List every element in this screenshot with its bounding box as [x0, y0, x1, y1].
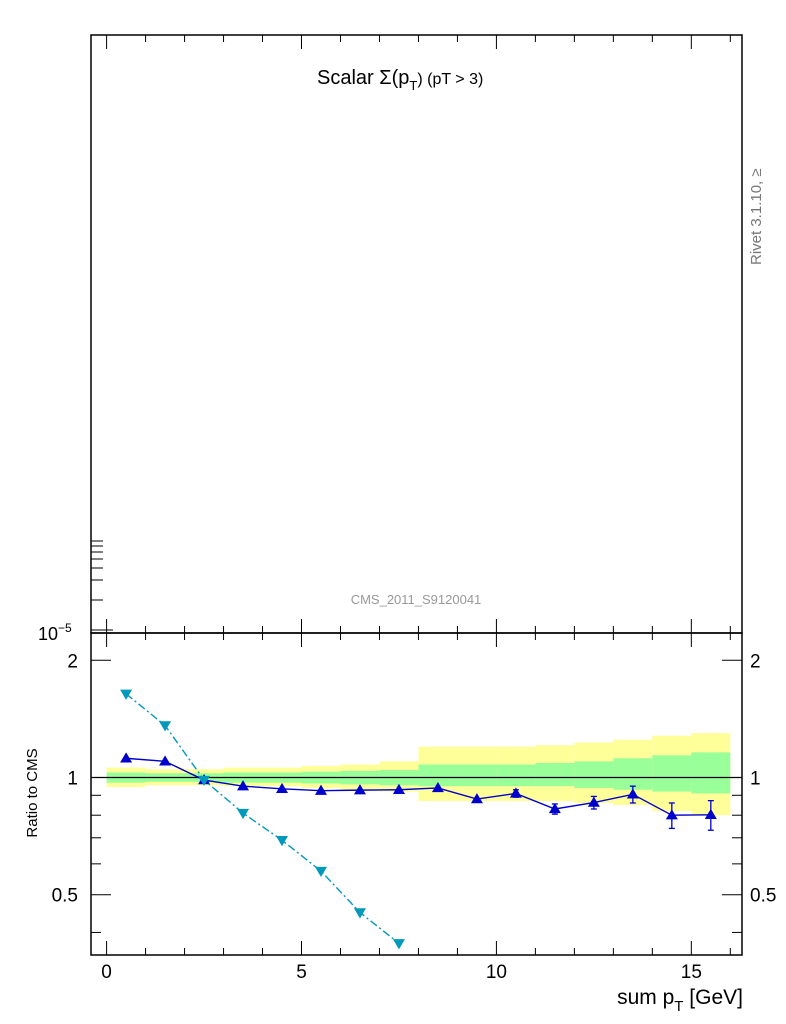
y-tick-label-left: 2 — [67, 651, 78, 672]
series-line — [125, 693, 400, 944]
band-inner-bin — [574, 761, 614, 788]
data-point-triangle-up — [276, 782, 289, 794]
data-point-triangle-down — [198, 775, 211, 787]
data-point-triangle-down — [353, 908, 366, 919]
y-tick-label-right: 2 — [750, 651, 761, 672]
x-tick-label: 15 — [681, 962, 702, 983]
analysis-label: CMS_2011_S9120041 — [351, 592, 482, 607]
y-tick-label-left: 0.5 — [52, 886, 78, 907]
series-triangle-down — [120, 689, 405, 950]
x-tick-label: 5 — [296, 962, 307, 983]
data-point-triangle-down — [120, 689, 133, 700]
data-point-triangle-down — [237, 808, 250, 820]
data-point-triangle-up — [159, 755, 172, 766]
y-tick-label-right: 1 — [750, 768, 761, 789]
data-point-triangle-up — [548, 802, 561, 814]
data-point-triangle-up — [704, 808, 717, 819]
x-tick-label: 0 — [101, 962, 112, 983]
data-point-triangle-up — [237, 780, 250, 791]
band-inner-bin — [691, 752, 731, 794]
data-point-triangle-down — [276, 836, 289, 847]
data-point-triangle-down — [392, 939, 405, 950]
data-point-triangle-up — [120, 752, 133, 763]
ratio-panel-x-ticks — [106, 633, 731, 955]
x-tick-label: 10 — [486, 962, 507, 983]
data-point-triangle-up — [587, 796, 600, 807]
data-point-triangle-up — [509, 787, 522, 798]
data-point-triangle-down — [159, 721, 172, 732]
band-inner-bin — [418, 764, 458, 787]
ratio-panel-frame — [90, 632, 743, 956]
series-triangle-up — [120, 752, 717, 831]
data-point-triangle-up — [353, 784, 366, 795]
x-axis-label: sum pT [GeV] — [617, 986, 743, 1015]
band-inner-bin — [457, 764, 497, 787]
data-point-triangle-up — [626, 788, 639, 799]
data-point-triangle-up — [392, 783, 405, 794]
data-point-triangle-up — [431, 781, 444, 793]
data-point-triangle-down — [314, 866, 327, 878]
series-line — [126, 757, 711, 816]
ratio-panel-x-tick-labels: 0 5 10 15 — [101, 962, 702, 983]
band-inner-bin — [652, 755, 692, 792]
rivet-version-label: Rivet 3.1.10, ≥ — [748, 168, 765, 265]
band-inner-bin — [496, 764, 536, 787]
ratio-panel-y-tick-labels: 0.5 0.5 1 1 2 2 — [52, 651, 777, 906]
top-panel-x-ticks — [106, 35, 731, 633]
top-y-axis-label: 10−5 — [38, 621, 72, 644]
band-inner-bin — [535, 762, 575, 787]
ratio-y-axis-label: Ratio to CMS — [24, 748, 41, 837]
y-tick-label-left: 1 — [67, 768, 78, 789]
data-point-triangle-up — [470, 793, 483, 804]
band-inner-bin — [613, 758, 653, 790]
data-point-triangle-up — [665, 809, 678, 820]
ratio-panel-y-ticks — [91, 659, 742, 933]
plot-title: Scalar Σ(pT) (pT > 3) — [317, 67, 483, 93]
data-point-triangle-up — [314, 784, 327, 795]
top-panel-log-ticks — [91, 540, 113, 631]
y-tick-label-right: 0.5 — [750, 886, 776, 907]
top-panel-frame — [90, 34, 743, 634]
